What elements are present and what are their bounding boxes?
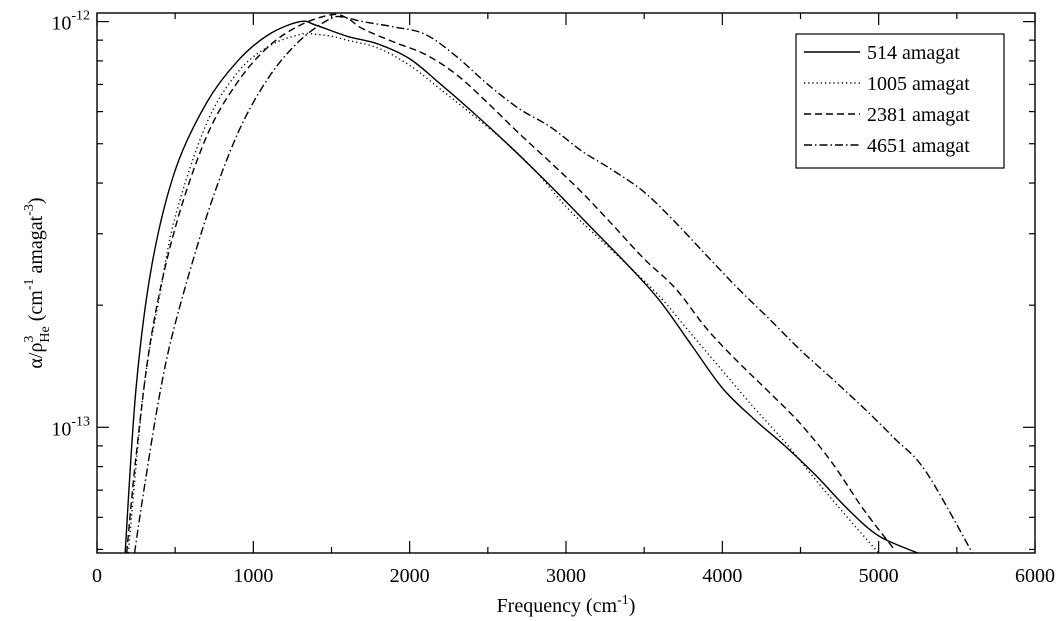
y-axis-title: α/ρ3He (cm-1 amagat-3)	[22, 197, 53, 368]
y-axis-title-sup-m1: -1	[22, 278, 37, 290]
legend-label-514: 514 amagat	[867, 42, 960, 64]
y-axis-title-sub-he: He	[38, 326, 53, 342]
x-tick-label: 5000	[859, 565, 899, 587]
series-line-514	[124, 20, 919, 553]
x-axis-title-sup: -1	[617, 593, 629, 608]
x-tick-label: 3000	[546, 565, 586, 587]
x-axis-title: Frequency (cm-1)	[497, 593, 636, 617]
series-line-2381	[126, 13, 895, 553]
legend-label-4651: 4651 amagat	[867, 135, 970, 157]
y-tick-label: 10-12	[51, 9, 90, 35]
plot-frame	[96, 12, 1036, 554]
ticks-layer: 0 1000 2000 3000 4000 5000 6000 10-13 10-12	[51, 9, 1055, 587]
x-axis-title-close: )	[629, 595, 636, 617]
series-line-4651	[133, 15, 974, 553]
y-axis-title-open: (cm	[25, 290, 47, 327]
x-axis-title-main: Frequency (cm	[497, 595, 618, 617]
series-layer	[124, 13, 974, 553]
y-axis-title-sup-3: 3	[22, 336, 37, 343]
x-tick-label: 1000	[233, 565, 273, 587]
x-tick-label: 2000	[390, 565, 430, 587]
y-axis-title-alpha-rho: α/ρ	[25, 343, 47, 369]
legend-label-2381: 2381 amagat	[867, 104, 970, 126]
y-axis-title-sup-m3: -3	[22, 204, 37, 216]
x-tick-label: 4000	[702, 565, 742, 587]
y-tick-label: 10-13	[51, 414, 90, 440]
legend: 514 amagat 1005 amagat 2381 amagat 4651 …	[795, 33, 1005, 169]
y-axis-title-close: )	[25, 197, 47, 204]
legend-label-1005: 1005 amagat	[867, 73, 970, 95]
x-tick-label: 0	[92, 565, 102, 587]
x-tick-label: 6000	[1015, 565, 1055, 587]
y-axis-title-amagat: amagat	[25, 215, 47, 278]
